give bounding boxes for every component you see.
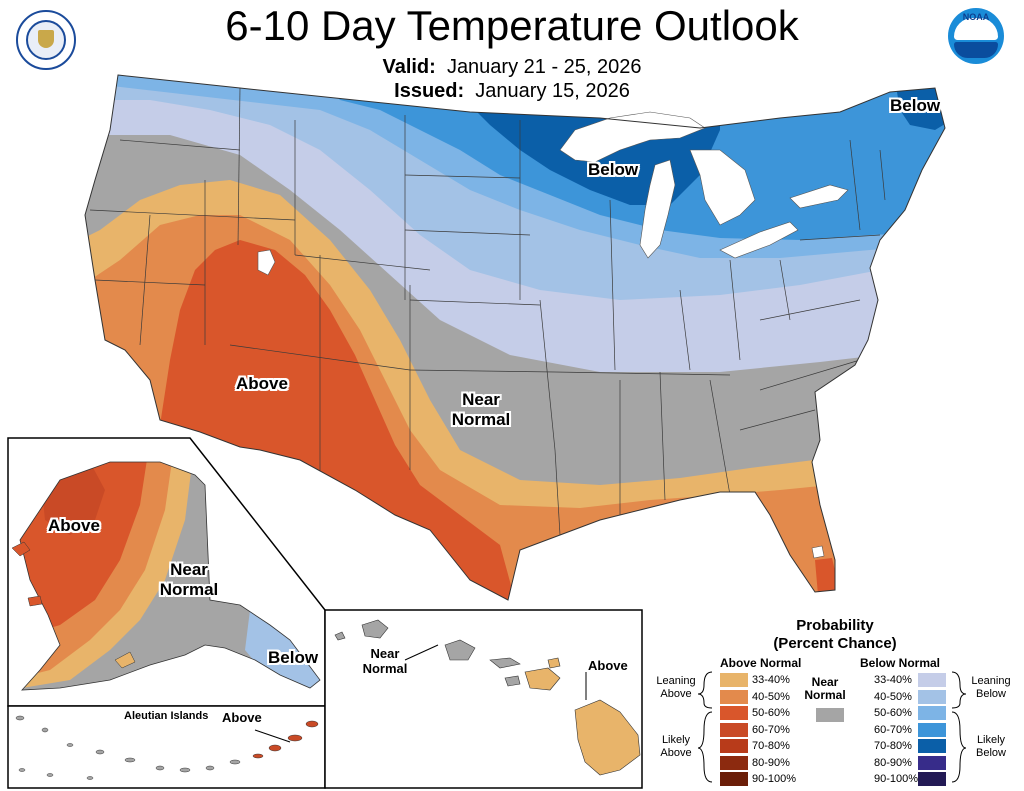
page-title: 6-10 Day Temperature Outlook [225,2,799,49]
legend-below-swatch [918,673,946,687]
legend-below-range: 50-60% [874,707,912,719]
legend-below-swatch [918,690,946,704]
ak-near-line1: Near [170,560,208,579]
legend-near-swatch [816,708,844,722]
legend-above-range: 50-60% [752,707,790,719]
legend-title-line1: Probability [796,617,874,634]
aleutian-inset [7,705,326,789]
likely-below-line1: Likely [976,734,1006,746]
legend-brackets [697,671,967,783]
hi-near-line1: Near [370,646,400,661]
legend-above-range: 80-90% [752,757,790,769]
seal-icon [26,20,66,60]
legend-above-swatch [720,673,748,687]
legend-above-swatch [720,756,748,770]
state-borders [89,87,886,536]
conus-below-gl-label: Below [588,160,639,179]
lake-michigan [639,159,676,259]
legend-above-swatch [720,706,748,720]
legend-below-swatch [918,723,946,737]
legend-below-range: 60-70% [874,724,912,736]
legend-above-range: 90-100% [752,773,797,785]
conus-near-normal-label: Near Normal [446,390,516,430]
noaa-logo: NOAA [948,8,1004,64]
leaning-above-line2: Above [660,688,692,700]
aleutian-islands-title: Aleutian Islands [124,710,209,722]
leaning-below-line2: Below [976,688,1006,700]
legend-below-swatch [918,739,946,753]
legend-below-swatch [918,756,946,770]
legend-below-range: 33-40% [874,674,912,686]
issued-date: Issued: January 15, 2026 [0,80,1024,103]
lake-huron [689,149,756,226]
legend-below-range: 80-90% [874,757,912,769]
hi-near-normal-label: Near Normal [360,646,410,676]
legend-title: Probability (Percent Chance) [760,617,910,653]
legend-leaning-above: Leaning Above [652,675,700,701]
legend-likely-above: Likely Above [652,734,700,760]
valid-dates: Valid: January 21 - 25, 2026 [0,56,1024,79]
ak-above-label: Above [48,516,100,535]
lake-ontario [789,184,849,209]
aleutian-above-label: Above [222,710,262,725]
lake-erie [719,221,799,259]
leaning-above-line1: Leaning [656,675,696,687]
hawaii-inset [324,609,643,789]
legend-above-swatch [720,739,748,753]
legend-title-line2: (Percent Chance) [773,635,897,652]
legend-near-line2: Normal [804,688,846,702]
great-salt-lake [257,249,276,276]
valid-value: January 21 - 25, 2026 [446,56,642,78]
likely-above-line2: Above [660,747,692,759]
lake-okeechobee [811,545,825,559]
legend-above-range: 40-50% [752,691,790,703]
conus-near-line2: Normal [451,410,511,429]
ak-near-line2: Normal [159,580,219,599]
legend-below-range: 40-50% [874,691,912,703]
ak-below-label: Below [268,648,319,667]
legend-above-range: 33-40% [752,674,790,686]
legend-below-range: 70-80% [874,740,912,752]
valid-label: Valid: [382,56,436,78]
conus-outline [84,74,946,601]
likely-above-line1: Likely [661,734,691,746]
legend-below-header: Below Normal [860,656,941,670]
legend-below-swatch [918,772,946,786]
above-50-60-band [160,240,515,600]
leaning-below-line1: Leaning [971,675,1011,687]
legend-below-swatch [918,706,946,720]
legend-above-range: 60-70% [752,724,790,736]
commerce-seal-logo [16,10,76,70]
noaa-bird-icon [954,18,998,40]
likely-below-line2: Below [976,747,1006,759]
legend-near-line1: Near [811,675,839,689]
legend-leaning-below: Leaning Below [966,675,1016,701]
legend-above-header: Above Normal [720,656,802,670]
legend-above-swatch [720,772,748,786]
legend-above-swatch [720,723,748,737]
hi-near-line2: Normal [362,661,408,676]
legend-above-swatch [720,690,748,704]
legend-likely-below: Likely Below [966,734,1016,760]
legend-above-range: 70-80% [752,740,790,752]
above-50-60-band-fl [815,558,840,595]
hi-above-label: Above [588,658,628,673]
ak-near-normal-label: Near Normal [154,560,224,600]
issued-label: Issued: [394,80,465,102]
conus-near-line1: Near [462,390,500,409]
legend-below-range: 90-100% [874,773,919,785]
issued-value: January 15, 2026 [475,80,630,102]
conus-above-label: Above [236,374,288,393]
noaa-logo-text: NOAA [962,12,990,22]
legend-near-normal: Near Normal [800,676,850,702]
conus-below-ne-label: Below [890,96,941,115]
